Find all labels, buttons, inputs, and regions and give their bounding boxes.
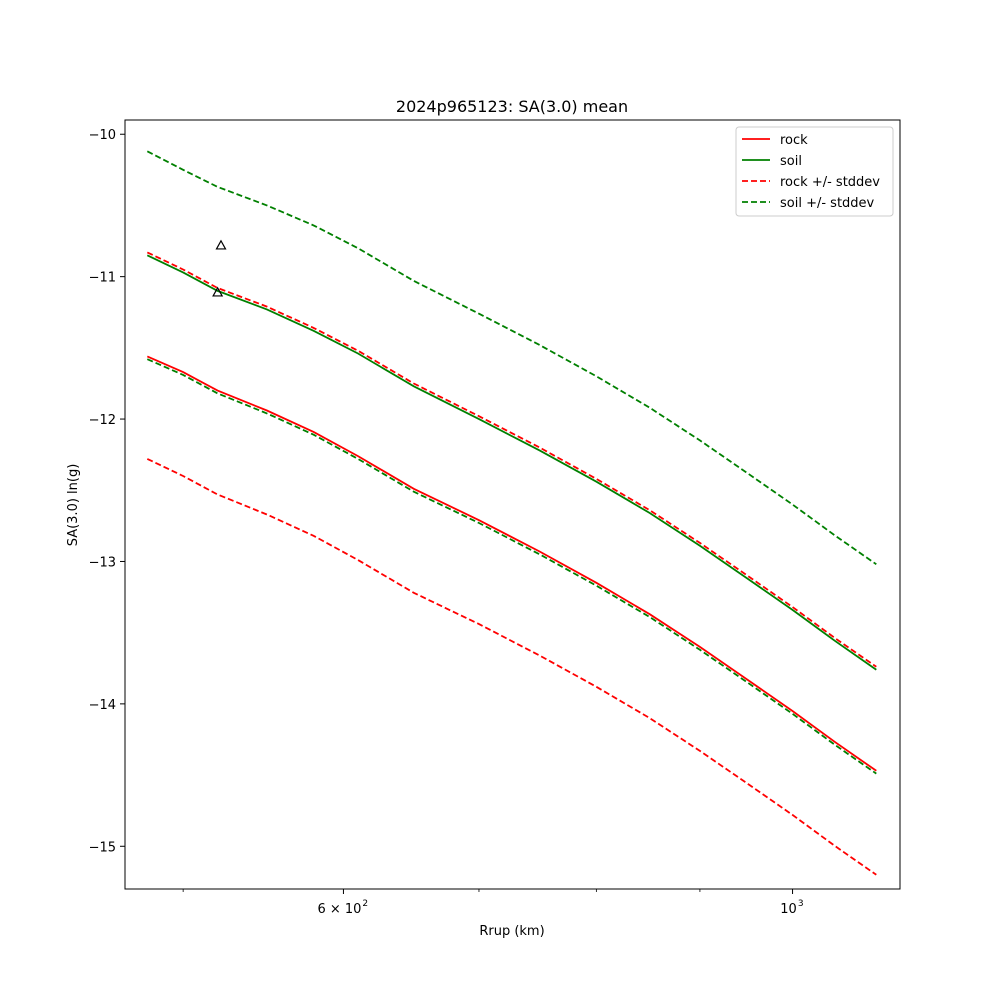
x-tick-label: 10 (780, 902, 797, 917)
plot-frame (124, 119, 901, 890)
y-tick-label: −12 (89, 413, 116, 428)
y-tick-label: −15 (89, 840, 116, 855)
legend-label: rock +/- stddev (780, 175, 880, 190)
series-line-rock-stddev-2 (146, 251, 877, 668)
chart-title: 2024p965123: SA(3.0) mean (396, 97, 628, 116)
x-tick-exponent: 2 (362, 899, 368, 909)
series-line-soil-1 (146, 254, 877, 671)
y-tick-label: −14 (89, 698, 116, 713)
legend-label: soil +/- stddev (780, 196, 875, 211)
y-axis-label: SA(3.0) ln(g) (66, 464, 81, 547)
y-tick-label: −10 (89, 128, 116, 143)
legend-label: soil (780, 154, 802, 169)
series-line-band-3 (146, 458, 877, 876)
x-tick-exponent: 3 (798, 899, 804, 909)
y-tick-label: −13 (89, 555, 116, 570)
x-axis-label: Rrup (km) (479, 924, 544, 939)
legend: rock soil rock +/- stddev soil +/- stddev (735, 126, 894, 217)
axes: −10 −11 −12 −13 −14 −15 6 × 10 2 10 3 (89, 128, 804, 917)
observation-marker-1 (212, 286, 224, 297)
series-line-band-5 (146, 358, 877, 775)
legend-label: rock (780, 133, 808, 148)
y-tick-label: −11 (89, 271, 116, 286)
legend-box (735, 126, 894, 217)
observation-marker-0 (215, 239, 227, 250)
x-tick-label: 6 × 10 (317, 902, 361, 917)
plot-area (146, 150, 877, 876)
series-line-rock-0 (146, 355, 877, 772)
